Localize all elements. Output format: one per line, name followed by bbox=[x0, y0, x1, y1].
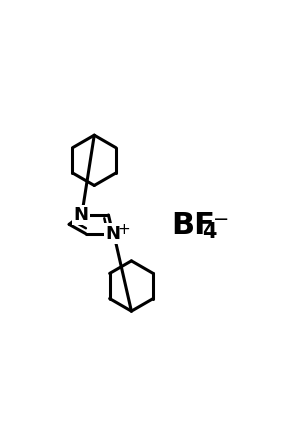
Text: +: + bbox=[117, 222, 130, 237]
Text: N: N bbox=[74, 206, 89, 224]
Text: 4: 4 bbox=[202, 222, 217, 242]
Text: −: − bbox=[213, 210, 230, 229]
Text: N: N bbox=[105, 225, 120, 243]
Text: BF: BF bbox=[171, 211, 215, 241]
